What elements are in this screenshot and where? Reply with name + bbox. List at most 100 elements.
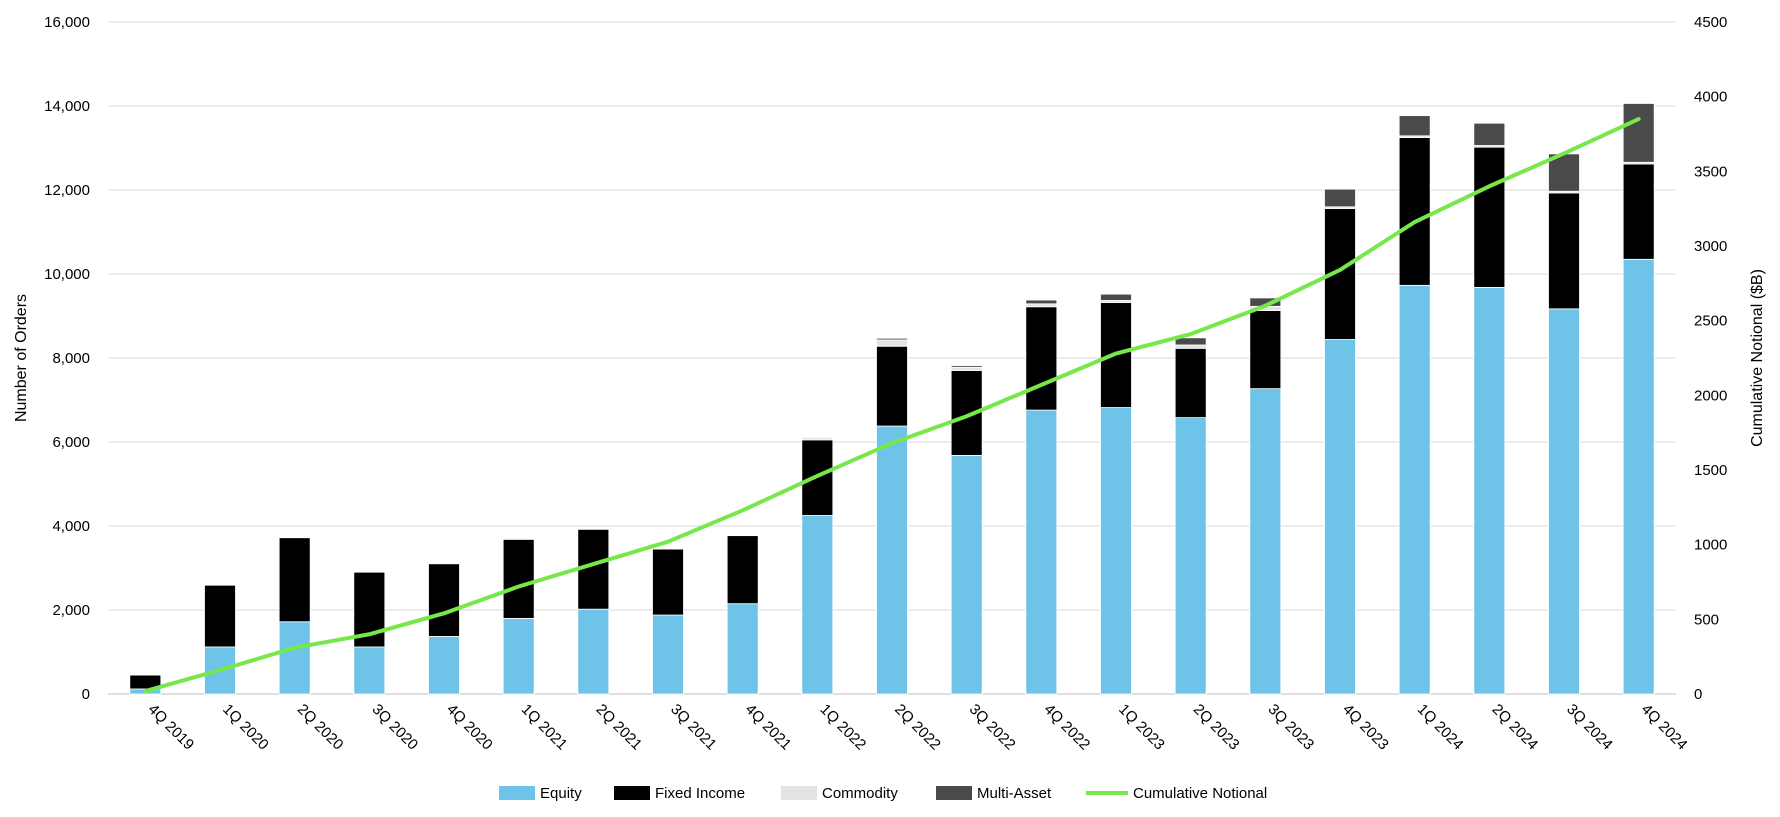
legend: Equity Fixed Income Commodity Multi-Asset Cu… (499, 785, 1267, 802)
bar-equity (577, 608, 610, 695)
legend-swatch-multi-asset (936, 786, 972, 800)
bar-commodity (950, 366, 983, 371)
bar-multi-asset (1025, 299, 1058, 305)
bar-fixed-income (204, 584, 236, 648)
bar-commodity (801, 436, 834, 441)
x-tick-label: 3Q 2022 (966, 701, 1019, 754)
x-tick-label: 1Q 2021 (518, 701, 571, 754)
bar-fixed-income (1622, 163, 1655, 260)
bar-equity (1174, 417, 1207, 695)
bar-multi-asset (1324, 188, 1356, 208)
bar-equity (950, 455, 983, 695)
x-tick-label: 2Q 2024 (1489, 701, 1542, 754)
bar-equity (1100, 407, 1132, 695)
bar-equity (876, 425, 908, 695)
y2-tick-label: 3000 (1694, 238, 1727, 255)
bars (129, 103, 1655, 695)
y2-tick-label: 4500 (1694, 14, 1727, 31)
y2-tick-label: 1000 (1694, 537, 1727, 554)
y2-tick-label: 3500 (1694, 163, 1727, 180)
bar-fixed-income (1398, 137, 1431, 286)
bar-fixed-income (502, 539, 535, 619)
bar-equity (801, 515, 834, 695)
bar-fixed-income (726, 535, 759, 605)
bar-equity (278, 621, 311, 695)
y2-tick-label: 1500 (1694, 462, 1727, 479)
y-tick-label: 16,000 (44, 14, 90, 31)
legend-label-cumulative-notional: Cumulative Notional (1133, 785, 1267, 802)
x-tick-label: 2Q 2020 (294, 701, 347, 754)
legend-label-multi-asset: Multi-Asset (977, 785, 1052, 802)
bar-equity (353, 646, 386, 695)
x-tick-label: 2Q 2021 (593, 701, 646, 754)
y-tick-label: 4,000 (52, 518, 90, 535)
cumulative-notional-line (143, 117, 1641, 694)
bar-fixed-income (278, 537, 311, 623)
y-axis-left-title: Number of Orders (13, 294, 30, 422)
x-tick-label: 3Q 2023 (1265, 701, 1318, 754)
bar-fixed-income (876, 345, 908, 427)
bar-fixed-income (1025, 306, 1058, 411)
bar-multi-asset (1174, 337, 1207, 346)
legend-swatch-fixed-income (614, 786, 650, 800)
y-tick-label: 0 (82, 686, 90, 703)
bar-equity (1548, 308, 1580, 695)
y-tick-label: 2,000 (52, 602, 90, 619)
y-axis-right-title: Cumulative Notional ($B) (1749, 269, 1766, 447)
bar-equity (652, 614, 684, 695)
y-tick-label: 10,000 (44, 266, 90, 283)
bar-commodity (1025, 303, 1058, 308)
legend-swatch-equity (499, 786, 535, 800)
x-axis-ticks: 4Q 2019 1Q 2020 2Q 2020 3Q 2020 4Q 2020 1Q 20… (145, 701, 1691, 754)
bar-multi-asset (1100, 293, 1132, 301)
x-tick-label: 3Q 2020 (369, 701, 422, 754)
bar-multi-asset (950, 365, 983, 368)
bar-fixed-income (1473, 146, 1506, 288)
y2-tick-label: 2000 (1694, 387, 1727, 404)
bar-fixed-income (428, 563, 460, 637)
x-tick-label: 4Q 2020 (443, 701, 496, 754)
y2-tick-label: 500 (1694, 611, 1719, 628)
bar-equity (1622, 258, 1655, 695)
x-tick-label: 4Q 2021 (742, 701, 795, 754)
bar-equity (428, 636, 460, 695)
bar-multi-asset (1622, 103, 1655, 163)
x-tick-label: 4Q 2019 (145, 701, 198, 754)
y-tick-label: 12,000 (44, 182, 90, 199)
cumulative-line-layer (143, 117, 1641, 694)
bar-commodity (1174, 344, 1207, 349)
bar-fixed-income (1174, 347, 1207, 419)
bar-fixed-income (1249, 310, 1282, 390)
legend-label-fixed-income: Fixed Income (655, 785, 745, 802)
y-axis-left-ticks: 0 2,000 4,000 6,000 8,000 10,000 12,000 14,000 1… (44, 14, 90, 703)
bar-multi-asset (1398, 115, 1431, 137)
bar-fixed-income (1548, 192, 1580, 310)
x-tick-label: 1Q 2022 (817, 701, 870, 754)
bar-equity (1324, 339, 1356, 695)
y2-tick-label: 0 (1694, 686, 1702, 703)
bar-multi-asset (1473, 122, 1506, 146)
bar-equity (1398, 284, 1431, 695)
x-tick-label: 4Q 2022 (1041, 701, 1094, 754)
bar-equity (1473, 287, 1506, 695)
y-tick-label: 8,000 (52, 350, 90, 367)
bar-equity (1249, 388, 1282, 695)
x-tick-label: 4Q 2023 (1339, 701, 1392, 754)
x-tick-label: 3Q 2021 (667, 701, 720, 754)
x-tick-label: 3Q 2024 (1563, 701, 1616, 754)
y-tick-label: 6,000 (52, 434, 90, 451)
bar-equity (726, 603, 759, 695)
bar-fixed-income (652, 548, 684, 616)
x-tick-label: 2Q 2022 (891, 701, 944, 754)
legend-label-equity: Equity (540, 785, 582, 802)
bar-equity (1025, 409, 1058, 695)
y-tick-label: 14,000 (44, 98, 90, 115)
x-tick-label: 1Q 2020 (219, 701, 272, 754)
x-tick-label: 4Q 2024 (1638, 701, 1691, 754)
bar-multi-asset (876, 337, 908, 341)
legend-label-commodity: Commodity (822, 785, 898, 802)
bar-commodity (876, 339, 908, 347)
legend-swatch-commodity (781, 786, 817, 800)
